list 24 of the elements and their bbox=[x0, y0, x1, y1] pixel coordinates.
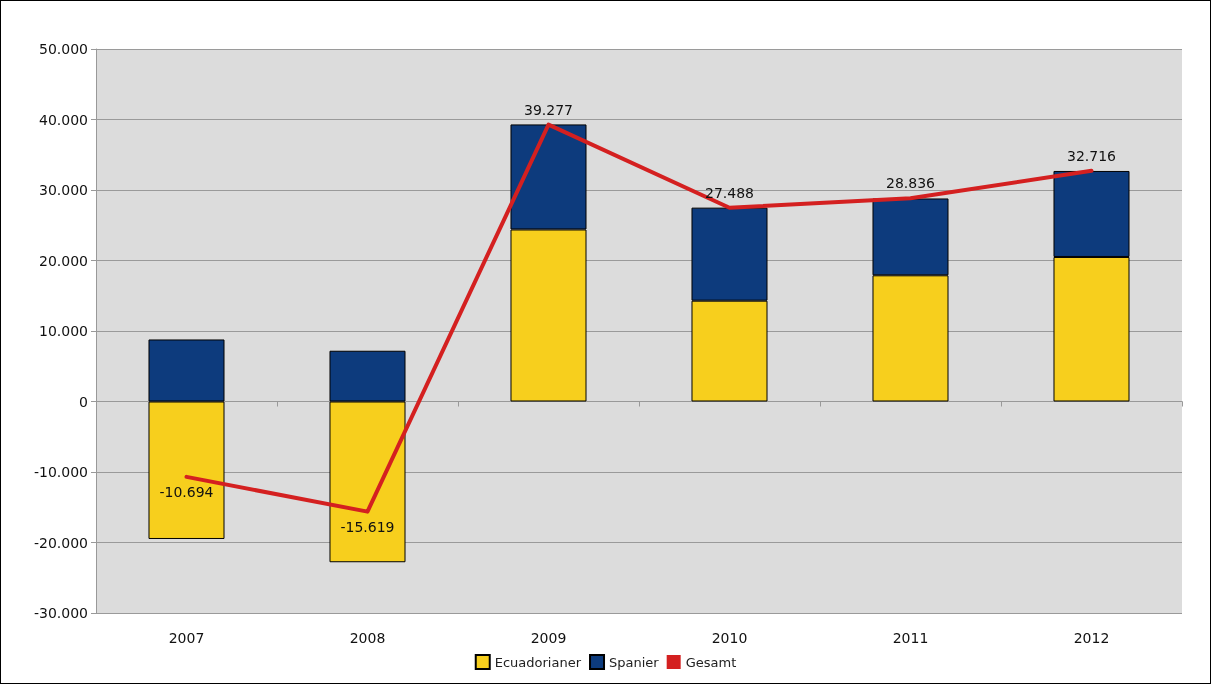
y-tick-label: 30.000 bbox=[39, 182, 88, 198]
x-tick-label: 2009 bbox=[530, 630, 567, 646]
y-tick-label: -20.000 bbox=[33, 534, 88, 551]
y-tick-label: 40.000 bbox=[39, 111, 88, 128]
x-tick-label: 2007 bbox=[168, 630, 205, 646]
x-tick-label: 2010 bbox=[711, 630, 748, 646]
data-label: -15.619 bbox=[340, 518, 395, 535]
data-label: 28.836 bbox=[886, 175, 936, 192]
legend-label: Spanier bbox=[609, 654, 660, 670]
y-tick-label: -10.000 bbox=[33, 464, 88, 480]
legend-label: Gesamt bbox=[685, 654, 737, 670]
y-tick-label: 50.000 bbox=[39, 41, 88, 57]
data-label: 39.277 bbox=[524, 101, 573, 118]
x-tick-label: 2012 bbox=[1073, 630, 1110, 646]
data-label: 27.488 bbox=[705, 184, 754, 201]
x-tick-label: 2008 bbox=[349, 630, 386, 646]
data-label: 32.716 bbox=[1067, 147, 1117, 164]
y-tick-label: 0 bbox=[79, 393, 88, 410]
data-label: -10.694 bbox=[159, 483, 214, 500]
y-tick-label: 10.000 bbox=[39, 323, 88, 339]
legend-label: Ecuadorianer bbox=[494, 654, 582, 670]
y-tick-label: -30.000 bbox=[33, 605, 88, 621]
x-tick-label: 2011 bbox=[892, 630, 929, 646]
y-tick-label: 20.000 bbox=[39, 252, 88, 269]
